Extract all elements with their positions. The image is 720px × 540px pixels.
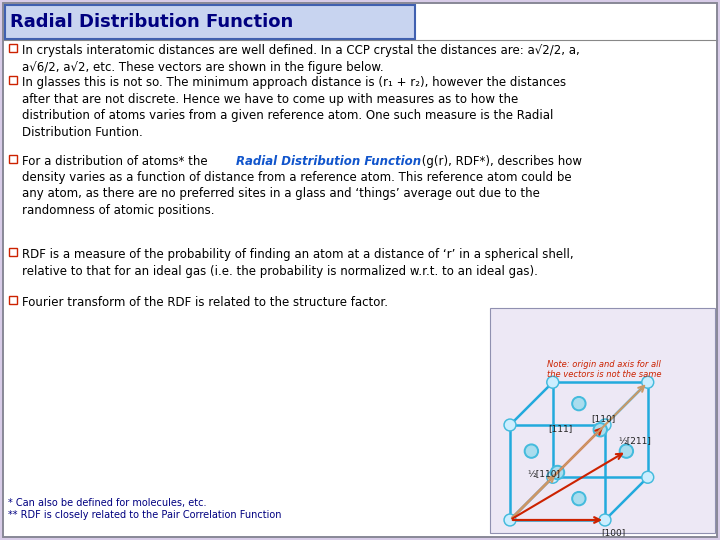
Circle shape (642, 471, 654, 483)
Text: density varies as a function of distance from a reference atom. This reference a: density varies as a function of distance… (22, 171, 572, 217)
Circle shape (600, 516, 610, 524)
Text: In crystals interatomic distances are well defined. In a CCP crystal the distanc: In crystals interatomic distances are we… (22, 44, 580, 73)
Circle shape (599, 514, 611, 526)
Circle shape (642, 376, 654, 388)
Bar (9, 296, 17, 304)
Circle shape (574, 399, 584, 409)
Circle shape (643, 378, 652, 387)
Circle shape (526, 446, 536, 456)
Circle shape (643, 472, 652, 482)
Text: (g(r), RDF*), describes how: (g(r), RDF*), describes how (418, 155, 582, 168)
Circle shape (595, 425, 606, 435)
Circle shape (552, 468, 562, 477)
Circle shape (504, 514, 516, 526)
Bar (9, 44, 17, 52)
Text: For a distribution of atoms* the: For a distribution of atoms* the (22, 155, 212, 168)
Circle shape (600, 421, 610, 429)
Bar (9, 248, 17, 256)
Circle shape (548, 472, 557, 482)
Circle shape (619, 444, 634, 458)
Circle shape (546, 471, 559, 483)
Circle shape (548, 378, 557, 387)
Circle shape (574, 494, 584, 504)
Bar (5, 5, 415, 39)
Circle shape (546, 376, 559, 388)
Circle shape (621, 446, 631, 456)
Circle shape (593, 423, 607, 437)
Text: Radial Distribution Function: Radial Distribution Function (10, 13, 293, 31)
Text: [111]: [111] (549, 424, 573, 433)
Circle shape (505, 421, 515, 429)
Bar (490, 308, 715, 533)
Bar (9, 155, 17, 163)
Text: In glasses this is not so. The minimum approach distance is (r₁ + r₂), however t: In glasses this is not so. The minimum a… (22, 76, 566, 138)
Text: ½[110]: ½[110] (528, 469, 560, 478)
Circle shape (504, 419, 516, 431)
Text: Radial Distribution Function: Radial Distribution Function (236, 155, 421, 168)
Circle shape (599, 419, 611, 431)
Text: RDF is a measure of the probability of finding an atom at a distance of ‘r’ in a: RDF is a measure of the probability of f… (22, 248, 574, 278)
Text: ½[211]: ½[211] (618, 436, 652, 445)
Circle shape (551, 465, 564, 480)
Circle shape (572, 491, 586, 505)
Text: [110]: [110] (591, 414, 616, 423)
Circle shape (505, 516, 515, 524)
Circle shape (572, 396, 586, 410)
Text: * Can also be defined for molecules, etc.: * Can also be defined for molecules, etc… (8, 498, 207, 508)
Text: ** RDF is closely related to the Pair Correlation Function: ** RDF is closely related to the Pair Co… (8, 510, 282, 520)
Text: Fourier transform of the RDF is related to the structure factor.: Fourier transform of the RDF is related … (22, 296, 388, 309)
Text: [100]: [100] (602, 529, 626, 537)
Text: Note: origin and axis for all
the vectors is not the same: Note: origin and axis for all the vector… (546, 360, 661, 379)
Circle shape (524, 444, 539, 458)
Bar (9, 76, 17, 84)
